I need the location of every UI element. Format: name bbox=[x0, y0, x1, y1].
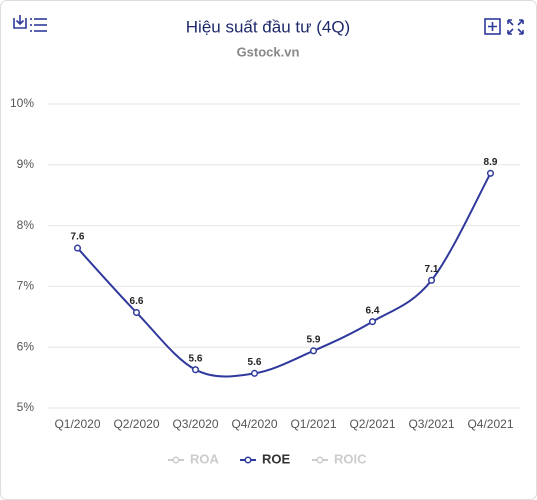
y-tick-label: 8% bbox=[17, 218, 35, 232]
chart-subtitle: Gstock.vn bbox=[237, 44, 300, 59]
data-point bbox=[309, 347, 318, 355]
x-tick-label: Q4/2020 bbox=[231, 417, 277, 431]
legend-label: ROA bbox=[190, 451, 220, 466]
data-label: 6.4 bbox=[366, 305, 380, 316]
x-tick-label: Q1/2020 bbox=[54, 417, 100, 431]
legend-marker bbox=[316, 456, 324, 464]
legend-label: ROE bbox=[262, 451, 291, 466]
x-tick-label: Q1/2021 bbox=[290, 417, 336, 431]
legend-item[interactable]: ROA bbox=[168, 451, 220, 466]
data-label: 8.9 bbox=[484, 157, 498, 168]
data-point bbox=[132, 308, 141, 317]
data-point bbox=[486, 169, 495, 177]
data-point bbox=[250, 369, 259, 377]
legend-item[interactable]: ROIC bbox=[312, 451, 367, 466]
download-tray bbox=[13, 18, 27, 29]
x-tick-label: Q3/2021 bbox=[408, 417, 454, 431]
legend-label: ROIC bbox=[334, 451, 367, 466]
chart-title: Hiệu suất đầu tư (4Q) bbox=[186, 17, 350, 36]
data-label: 6.6 bbox=[130, 296, 144, 307]
data-point bbox=[191, 366, 200, 374]
data-label: 5.6 bbox=[248, 357, 262, 368]
y-tick-label: 6% bbox=[17, 339, 35, 353]
y-tick-label: 10% bbox=[10, 96, 34, 110]
legend-item[interactable]: ROE bbox=[240, 451, 291, 466]
data-label: 5.9 bbox=[307, 334, 321, 345]
x-tick-label: Q3/2020 bbox=[172, 417, 218, 431]
zoom-icon[interactable] bbox=[484, 18, 501, 35]
zoom-plus bbox=[488, 22, 497, 31]
download-icon[interactable] bbox=[13, 15, 27, 29]
data-point bbox=[73, 244, 82, 252]
data-label: 7.6 bbox=[71, 232, 85, 243]
y-tick-label: 5% bbox=[17, 400, 35, 414]
fullscreen-icon[interactable] bbox=[507, 19, 524, 35]
y-tick-label: 7% bbox=[17, 279, 35, 293]
fullscreen-arrows bbox=[507, 19, 524, 35]
x-tick-label: Q2/2021 bbox=[349, 417, 395, 431]
data-point bbox=[427, 276, 436, 284]
menu-icon[interactable] bbox=[30, 18, 47, 32]
zoom-box bbox=[484, 18, 501, 35]
data-label: 5.6 bbox=[189, 353, 203, 364]
legend-marker bbox=[172, 456, 180, 464]
y-tick-label: 9% bbox=[17, 157, 35, 171]
x-tick-label: Q4/2021 bbox=[467, 417, 513, 431]
legend-marker bbox=[244, 456, 252, 464]
download-arrow bbox=[15, 15, 25, 26]
x-tick-label: Q2/2020 bbox=[113, 417, 159, 431]
data-label: 7.1 bbox=[425, 264, 439, 275]
data-point bbox=[368, 318, 377, 326]
